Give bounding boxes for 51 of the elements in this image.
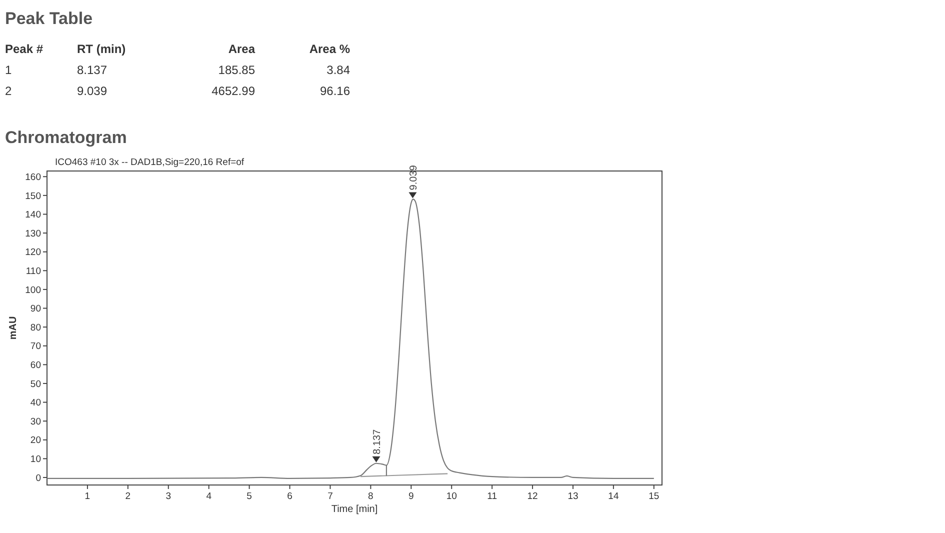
chart-title: Chromatogram <box>5 128 127 147</box>
text: Area <box>228 42 256 56</box>
text: 185.85 <box>218 63 256 77</box>
x-tick-label: 8 <box>368 491 374 502</box>
text: RT (min) <box>77 42 126 56</box>
annotation: 8.137 <box>372 428 384 454</box>
text: 3.84 <box>326 63 350 77</box>
text: 96.16 <box>320 84 350 98</box>
x-tick-label: 2 <box>125 491 131 502</box>
x-tick-label: 7 <box>328 491 333 502</box>
x-tick-label: 11 <box>487 491 498 502</box>
y-tick-label: 150 <box>25 190 41 202</box>
x-tick-label: 4 <box>206 491 212 502</box>
text: 8.137 <box>77 63 108 77</box>
y-tick-label: 20 <box>30 435 41 446</box>
y-tick-label: 0 <box>36 472 41 484</box>
x-tick-label: 9 <box>408 491 414 502</box>
y-tick-label: 10 <box>30 454 41 465</box>
y-tick-label: 140 <box>25 210 41 221</box>
y-tick-label: 40 <box>30 398 41 409</box>
x-tick-label: 1 <box>84 491 90 502</box>
y-tick-label: 120 <box>25 247 41 258</box>
x-tick-label: 14 <box>608 491 619 502</box>
annotation: 9.039 <box>408 164 420 190</box>
text: 9.039 <box>77 84 108 98</box>
y-axis-title: mAU <box>8 316 19 340</box>
y-tick-label: 50 <box>30 378 41 390</box>
x-axis-title: Time [min] <box>331 504 378 515</box>
x-tick-label: 6 <box>287 491 292 502</box>
y-tick-label: 80 <box>30 322 41 334</box>
y-tick-label: 60 <box>30 360 41 371</box>
y-tick-label: 100 <box>25 284 41 296</box>
y-tick-label: 30 <box>30 416 41 428</box>
x-tick-label: 5 <box>246 491 252 502</box>
text: 1 <box>5 63 12 77</box>
x-tick-label: 13 <box>568 491 578 502</box>
x-tick-label: 15 <box>648 491 660 502</box>
text: 2 <box>5 84 12 98</box>
text: Peak Table <box>5 9 93 28</box>
y-tick-label: 110 <box>26 266 41 277</box>
y-tick-label: 70 <box>30 341 41 352</box>
chart-subtitle: ICO463 #10 3x -- DAD1B,Sig=220,16 Ref=of <box>55 157 244 168</box>
x-tick-label: 12 <box>527 491 538 502</box>
x-tick-label: 3 <box>166 491 172 502</box>
text: Area % <box>309 42 350 56</box>
x-tick-label: 10 <box>446 491 457 502</box>
text: Peak # <box>5 42 44 56</box>
y-tick-label: 160 <box>25 172 41 183</box>
text: 4652.99 <box>212 84 256 98</box>
y-tick-label: 90 <box>30 304 41 315</box>
y-tick-label: 130 <box>25 228 41 240</box>
